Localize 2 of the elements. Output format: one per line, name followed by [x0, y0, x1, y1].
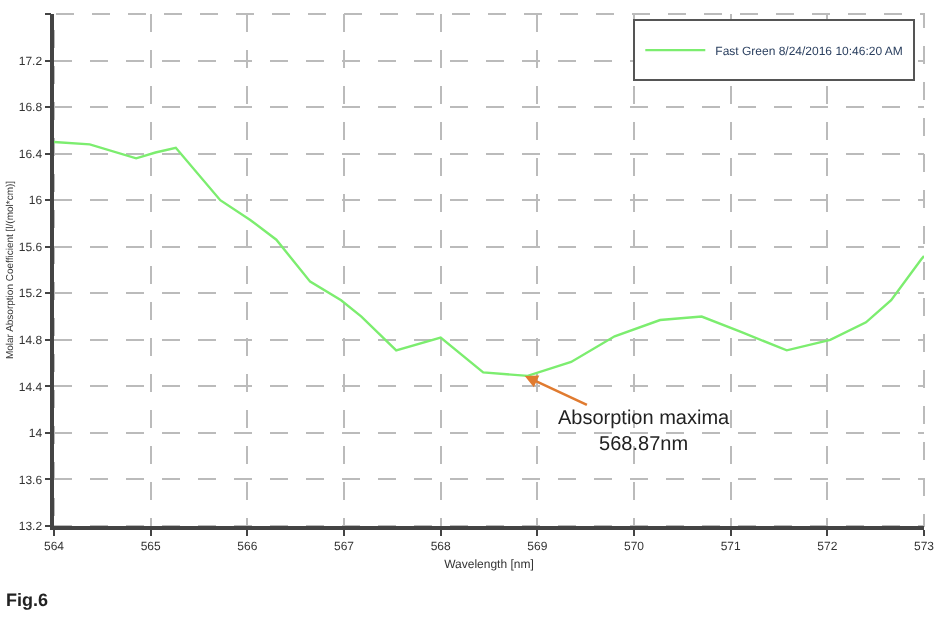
caption: Fig.6 — [6, 590, 49, 610]
annotation: Absorption maxima 568.87nm — [558, 408, 731, 456]
